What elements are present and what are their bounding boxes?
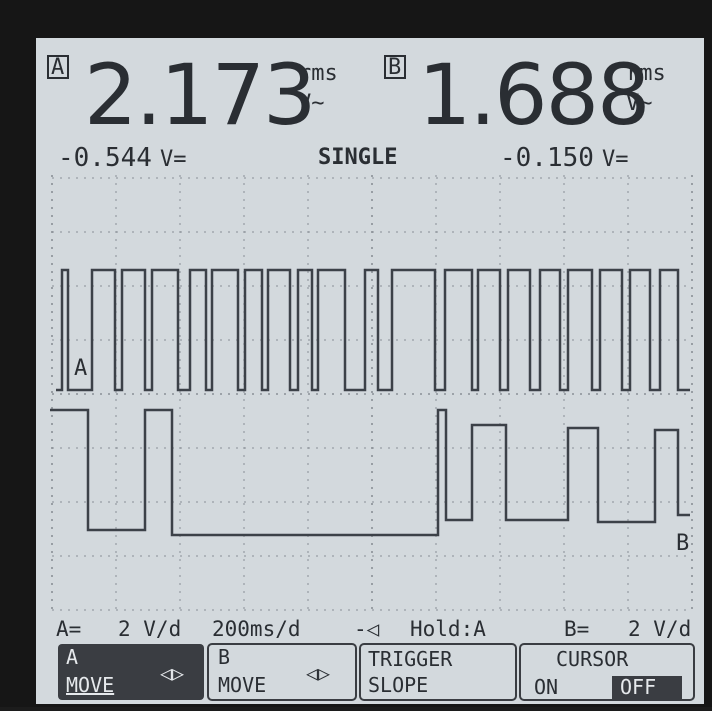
channel-b-rms: rms xyxy=(626,61,666,86)
softkey-cursor-line2: ON xyxy=(534,675,558,699)
trace-a-label: A xyxy=(74,356,87,381)
a-coupling: A= xyxy=(56,617,81,641)
softkey-a-line2: MOVE xyxy=(66,673,114,697)
b-coupling: B= xyxy=(564,617,589,641)
channel-a-dc: -0.544 xyxy=(58,143,152,173)
channel-b-dc-unit: V= xyxy=(602,147,629,172)
trigger-icon: -◁ xyxy=(354,617,380,641)
timebase: 200ms/d xyxy=(212,617,301,641)
softkey-trigger-line1: TRIGGER xyxy=(368,647,453,671)
trigger-status: Hold:A xyxy=(410,617,486,641)
b-scale: 2 V/d xyxy=(628,617,691,641)
softkey-b-line1: B xyxy=(218,645,230,669)
channel-a-ac-unit: V~ xyxy=(298,91,325,116)
softkey-cursor-line3: OFF xyxy=(620,675,656,699)
channel-a-rms: rms xyxy=(298,61,338,86)
channel-a-label: A xyxy=(51,55,64,80)
channel-b-ac-unit: V~ xyxy=(626,91,653,116)
channel-a-reading: 2.173 xyxy=(84,46,314,144)
softkey-b-arrows: ◁▷ xyxy=(306,661,330,685)
scope-screen: A 2.173 rms V~ B 1.688 rms V~ -0.544 V= … xyxy=(0,0,712,707)
softkey-b-line2: MOVE xyxy=(218,673,266,697)
softkey-a-arrows: ◁▷ xyxy=(160,661,184,685)
channel-b-label: B xyxy=(388,55,401,80)
channel-b-reading: 1.688 xyxy=(418,46,648,144)
softkey-a-line1: A xyxy=(66,645,78,669)
channel-a-dc-unit: V= xyxy=(160,147,187,172)
trigger-mode: SINGLE xyxy=(318,145,397,170)
softkey-trigger-line2: SLOPE xyxy=(368,673,428,697)
channel-b-dc: -0.150 xyxy=(500,143,594,173)
a-scale: 2 V/d xyxy=(118,617,181,641)
trace-b-label: B xyxy=(676,531,689,556)
softkey-cursor-line1: CURSOR xyxy=(556,647,629,671)
